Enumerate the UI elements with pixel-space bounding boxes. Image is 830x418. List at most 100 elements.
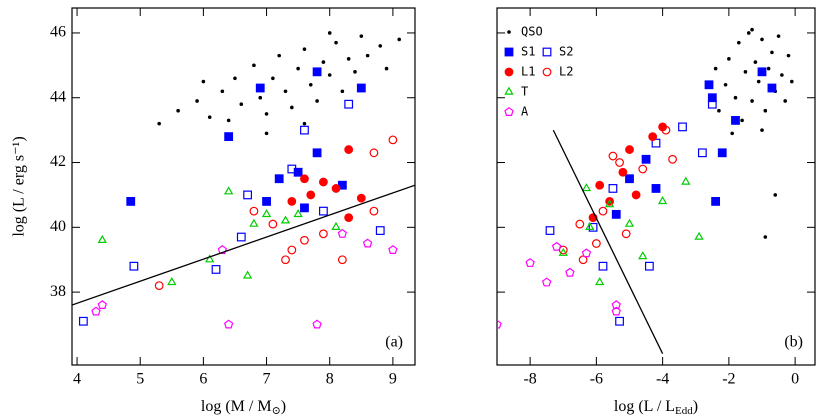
x-axis-label-part: log (M / M: [201, 398, 272, 415]
point: [365, 53, 370, 58]
point: [697, 148, 707, 158]
point: [578, 255, 588, 265]
legend-marker: [504, 47, 514, 57]
point: [763, 108, 768, 113]
point: [648, 132, 658, 142]
x-tick-label: 8: [326, 371, 334, 388]
point: [776, 34, 781, 38]
point: [595, 180, 605, 190]
point: [195, 99, 199, 103]
point: [730, 131, 734, 136]
y-tick-label: 38: [50, 283, 66, 300]
point: [780, 73, 784, 77]
point: [300, 203, 309, 213]
x-axis-label-part: Edd: [675, 405, 693, 417]
x-axis-label-part: ⊙: [272, 405, 281, 417]
point: [588, 222, 598, 232]
point: [644, 261, 654, 271]
point: [312, 148, 322, 158]
point: [384, 66, 389, 71]
point: [740, 118, 744, 123]
point: [319, 177, 328, 187]
point: [668, 154, 677, 164]
point: [746, 31, 751, 35]
x-tick-label: -4: [656, 371, 669, 388]
point: [525, 258, 535, 267]
point: [315, 99, 319, 103]
point: [344, 99, 354, 109]
point: [565, 267, 575, 277]
point: [91, 306, 101, 316]
point: [331, 221, 341, 230]
legend-marker: [542, 47, 552, 57]
point: [296, 66, 300, 71]
point: [615, 158, 624, 167]
point: [334, 40, 338, 45]
point: [661, 125, 671, 135]
point: [319, 206, 328, 216]
point: [717, 108, 721, 113]
point: [731, 116, 740, 125]
point: [340, 89, 345, 94]
point: [760, 128, 764, 132]
plot-area: [72, 31, 415, 329]
point: [242, 270, 253, 279]
point: [651, 184, 661, 193]
point: [353, 70, 357, 74]
point: [750, 99, 754, 103]
point: [207, 115, 212, 119]
point: [704, 80, 714, 90]
x-axis-label: log (L / LEdd): [614, 398, 698, 417]
point: [694, 231, 704, 240]
point: [337, 228, 348, 238]
legend-marker: [504, 86, 514, 95]
point: [737, 40, 741, 45]
point: [356, 83, 366, 93]
point: [711, 197, 721, 206]
point: [226, 118, 231, 123]
point: [641, 154, 651, 164]
point: [585, 221, 595, 230]
point: [274, 174, 284, 184]
point: [611, 300, 621, 309]
point: [717, 148, 727, 158]
point: [631, 190, 641, 200]
legend-label: L2: [559, 65, 573, 79]
point: [773, 193, 778, 197]
x-axis-label-part: ): [693, 398, 698, 415]
point: [280, 215, 291, 224]
point: [388, 245, 398, 254]
panel-label: (b): [784, 334, 803, 351]
panel-label: (a): [385, 334, 403, 351]
point: [756, 79, 761, 84]
point: [770, 50, 774, 55]
point: [319, 229, 328, 239]
legend-label: S1: [521, 45, 535, 59]
point: [262, 197, 271, 206]
point: [78, 316, 88, 326]
point: [657, 195, 668, 205]
plot-frame: [496, 7, 816, 366]
legend-label: QSO: [521, 25, 543, 39]
point: [707, 93, 717, 103]
point: [581, 248, 592, 258]
legend-marker: [504, 67, 514, 77]
point: [545, 226, 555, 235]
point: [249, 218, 259, 227]
point: [201, 79, 206, 84]
point: [264, 131, 269, 136]
x-tick-label: 7: [263, 371, 271, 388]
point: [271, 76, 275, 81]
point: [312, 67, 322, 77]
legend-label: S2: [559, 45, 573, 59]
point: [378, 44, 383, 48]
fit-line: [72, 184, 415, 306]
fit-line: [552, 129, 664, 354]
point: [615, 316, 624, 326]
point: [388, 135, 398, 145]
point: [608, 184, 618, 193]
point: [233, 76, 237, 81]
point: [287, 245, 297, 255]
point: [287, 164, 297, 174]
